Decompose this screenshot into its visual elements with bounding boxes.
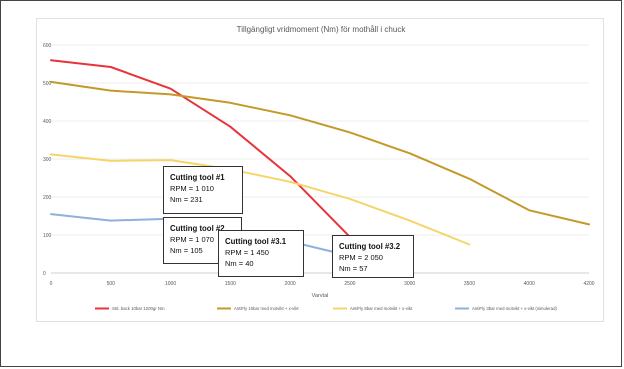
callout-title: Cutting tool #3.1 — [225, 237, 287, 246]
series-line-2 — [50, 80, 590, 226]
legend-label: AntiFly 3bar med motvikt + x-vikt (simul… — [472, 306, 557, 311]
callout-nm: Nm = 105 — [170, 246, 203, 255]
callout-rpm: RPM = 1 070 — [170, 235, 214, 244]
series-line-3 — [50, 153, 471, 246]
y-tick-label: 100 — [43, 233, 52, 239]
y-tick-label: 200 — [43, 195, 52, 201]
callout-cutting-tool-1: Cutting tool #1 RPM = 1 010 Nm = 231 — [163, 166, 243, 214]
x-tick-label: 2000 — [285, 281, 296, 287]
x-tick-label: 0 — [50, 281, 53, 287]
chart-area: Tillgängligt vridmoment (Nm) för mothåll… — [36, 18, 604, 322]
callout-title: Cutting tool #3.2 — [339, 242, 401, 251]
x-tick-label: 3000 — [404, 281, 415, 287]
y-tick-label: 300 — [43, 157, 52, 163]
y-tick-label: 400 — [43, 119, 52, 125]
callout-cutting-tool-3-1: Cutting tool #3.1 RPM = 1 450 Nm = 40 — [218, 230, 304, 277]
x-tick-label: 4000 — [524, 281, 535, 287]
callout-title: Cutting tool #1 — [170, 173, 225, 182]
callout-rpm: RPM = 1 010 — [170, 184, 214, 193]
legend-label: Std. back 10bar 1200gr Nm — [112, 306, 165, 311]
x-tick-label: 1000 — [165, 281, 176, 287]
callout-cutting-tool-3-2: Cutting tool #3.2 RPM = 2 050 Nm = 57 — [332, 235, 414, 278]
callout-nm: Nm = 231 — [170, 195, 203, 204]
y-tick-label: 600 — [43, 43, 52, 49]
x-axis-label: Varvtal — [312, 293, 329, 299]
legend-label: AntiFly 10bar med motvikt + x-vikt — [234, 306, 299, 311]
x-tick-label: 2500 — [344, 281, 355, 287]
callout-rpm: RPM = 2 050 — [339, 253, 383, 262]
callout-rpm: RPM = 1 450 — [225, 248, 269, 257]
y-tick-label: 0 — [43, 271, 46, 277]
callout-nm: Nm = 57 — [339, 264, 368, 273]
series-line-1 — [50, 59, 351, 238]
x-tick-label: 500 — [107, 281, 116, 287]
chart-title: Tillgängligt vridmoment (Nm) för mothåll… — [237, 25, 407, 34]
callout-nm: Nm = 40 — [225, 259, 254, 268]
torque-chart: Tillgängligt vridmoment (Nm) för mothåll… — [43, 25, 595, 311]
legend-label: AntiFly 8bar med motvikt + x-vikt — [350, 306, 413, 311]
x-tick-label: 3500 — [464, 281, 475, 287]
x-tick-label: 1500 — [225, 281, 236, 287]
y-tick-label: 500 — [43, 81, 52, 87]
callout-title: Cutting tool #2 — [170, 224, 225, 233]
x-tick-label: 4200 — [583, 281, 594, 287]
